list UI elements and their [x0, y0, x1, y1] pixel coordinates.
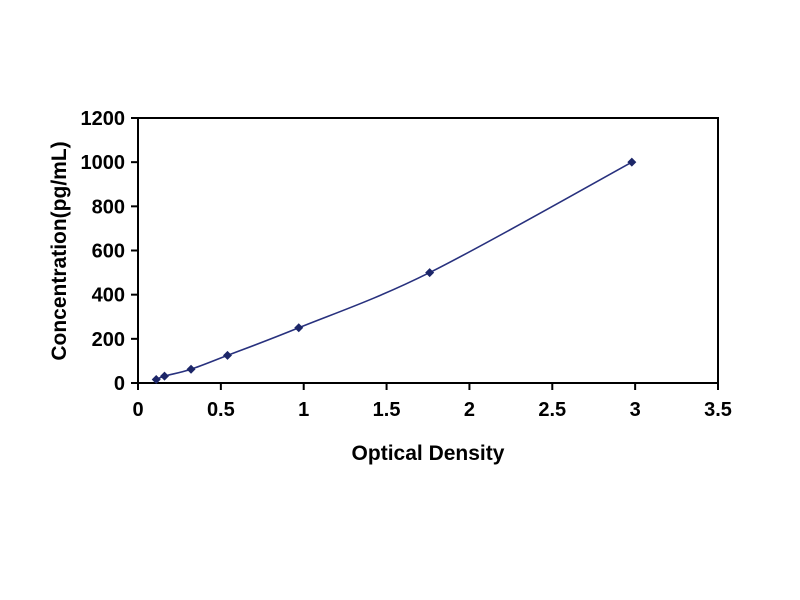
- standard-curve-chart: Concentration(pg/mL) Optical Density 0 0.…: [48, 108, 732, 465]
- y-tick-label: 1000: [81, 152, 126, 174]
- data-point: [151, 375, 161, 385]
- x-tick-label: 2.5: [538, 399, 566, 421]
- x-tick-label: 1.5: [373, 399, 401, 421]
- y-tick-label: 600: [92, 241, 125, 263]
- data-point: [222, 350, 232, 360]
- x-tick-label: 3: [630, 399, 641, 421]
- data-point: [186, 364, 196, 374]
- x-tick-label: 0.5: [207, 399, 235, 421]
- chart-container: Concentration(pg/mL) Optical Density 0 0.…: [28, 98, 772, 568]
- y-tick-label: 0: [114, 373, 125, 395]
- data-line: [155, 161, 633, 381]
- y-tick-label: 400: [92, 285, 125, 307]
- data-point: [425, 268, 435, 278]
- y-tick-label: 200: [92, 329, 125, 351]
- plot-area: 0 0.5 1 1.5 2 2.5 3 3.5 0 200 400 600 800 1000 1200: [81, 108, 732, 421]
- y-tick-label: 800: [92, 196, 125, 218]
- data-point: [294, 323, 304, 333]
- x-tick-label: 2: [464, 399, 475, 421]
- x-tick-label: 1: [298, 399, 309, 421]
- y-tick-label: 1200: [81, 108, 126, 130]
- y-axis-title: Concentration(pg/mL): [48, 141, 71, 360]
- data-point: [627, 157, 637, 167]
- x-axis-title: Optical Density: [352, 442, 505, 465]
- plot-border: [137, 117, 719, 384]
- x-tick-label: 0: [132, 399, 143, 421]
- x-tick-label: 3.5: [704, 399, 732, 421]
- data-point: [160, 371, 170, 381]
